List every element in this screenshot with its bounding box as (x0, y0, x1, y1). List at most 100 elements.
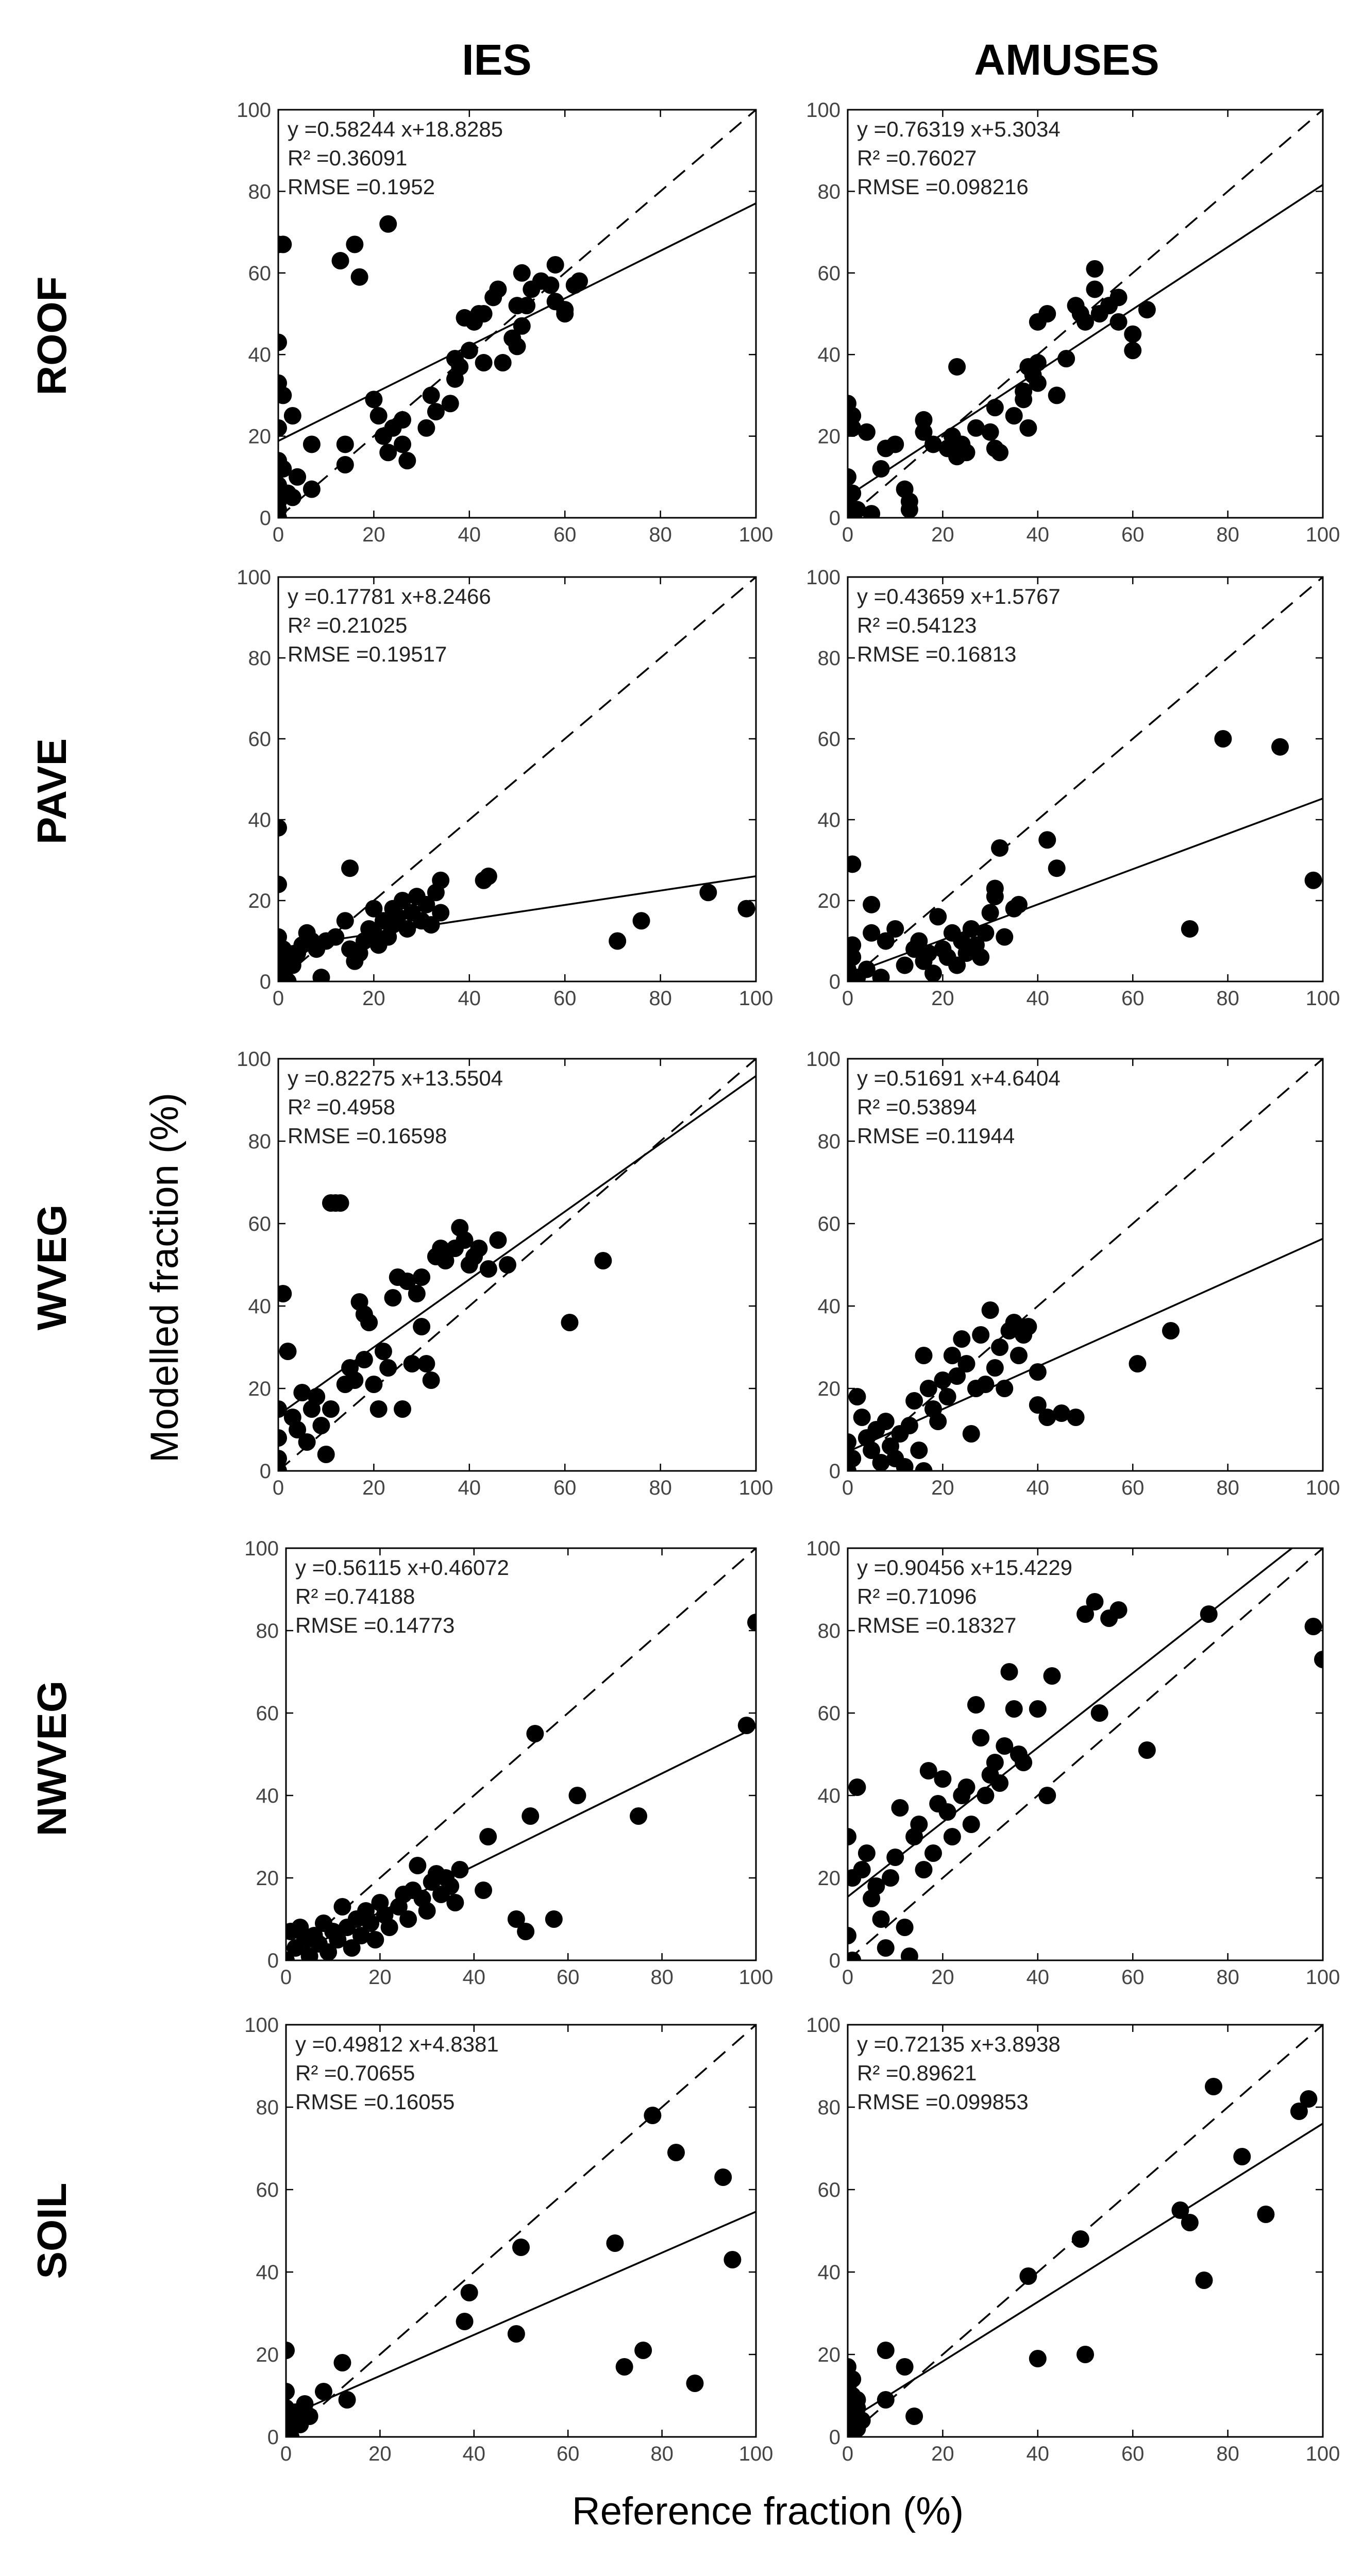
rmse-text-roof-ies: RMSE =0.1952 (288, 175, 435, 199)
y-tick-label-wveg-amuses: 100 (806, 1048, 840, 1071)
data-point-nwveg-ies-0 (286, 1952, 295, 1960)
data-point-nwveg-amuses-18 (915, 1861, 933, 1878)
x-tick-label-pave-amuses: 0 (842, 987, 853, 1010)
y-tick-label-roof-amuses: 80 (818, 180, 841, 203)
data-point-pave-amuses-0 (848, 855, 862, 873)
x-tick-label-roof-amuses: 20 (931, 523, 954, 546)
x-tick-label-pave-ies: 80 (649, 987, 672, 1010)
x-tick-label-roof-ies: 60 (553, 523, 577, 546)
data-point-roof-ies-47 (494, 354, 512, 372)
data-point-nwveg-amuses-44 (1090, 1704, 1108, 1722)
data-point-pave-amuses-16 (919, 944, 937, 962)
y-tick-label-wveg-ies: 0 (260, 1460, 271, 1483)
data-point-roof-amuses-11 (863, 505, 881, 518)
y-tick-label-soil-ies: 100 (244, 2014, 279, 2037)
data-point-nwveg-amuses-4 (848, 1778, 866, 1796)
data-point-soil-amuses-24 (1204, 2078, 1222, 2095)
data-point-pave-ies-41 (432, 904, 450, 922)
data-point-pave-amuses-38 (1181, 920, 1199, 938)
data-point-roof-amuses-4 (848, 468, 856, 486)
common-y-axis-label: Modelled fraction (%) (143, 1093, 187, 1463)
data-point-soil-ies-23 (714, 2168, 732, 2186)
data-point-roof-ies-14 (289, 468, 307, 486)
data-point-roof-ies-52 (513, 264, 531, 282)
data-point-nwveg-ies-38 (479, 1828, 497, 1845)
data-point-soil-ies-22 (686, 2375, 704, 2392)
y-tick-label-roof-ies: 80 (248, 180, 272, 203)
data-point-roof-amuses-3 (848, 419, 862, 437)
panel-nwveg-ies: 0 20 40 60 80 100 0 20 40 60 80 100 y =0.56115 x+0.4… (244, 1537, 773, 1989)
data-point-roof-ies-24 (365, 391, 383, 409)
y-tick-label-soil-ies: 40 (256, 2261, 279, 2284)
data-point-nwveg-ies-37 (475, 1882, 493, 1899)
data-point-roof-ies-33 (422, 386, 440, 404)
x-tick-label-nwveg-amuses: 100 (1306, 1966, 1340, 1989)
y-tick-label-roof-ies: 60 (248, 262, 272, 285)
data-point-wveg-ies-38 (422, 1371, 440, 1389)
y-tick-label-wveg-ies: 100 (237, 1048, 271, 1071)
data-point-wveg-amuses-41 (1029, 1396, 1047, 1414)
data-point-nwveg-ies-40 (517, 1923, 535, 1940)
data-point-nwveg-ies-35 (446, 1894, 464, 1911)
data-point-nwveg-amuses-40 (1038, 1787, 1056, 1804)
data-point-roof-ies-62 (570, 272, 588, 290)
data-point-pave-amuses-31 (986, 888, 1004, 906)
data-point-soil-amuses-26 (1257, 2206, 1275, 2223)
data-point-roof-ies-12 (278, 509, 287, 518)
data-point-wveg-amuses-24 (943, 1347, 961, 1364)
data-point-pave-amuses-36 (1038, 831, 1056, 849)
x-tick-label-pave-amuses: 60 (1121, 987, 1145, 1010)
data-point-nwveg-ies-46 (737, 1717, 755, 1734)
data-point-soil-amuses-16 (905, 2408, 923, 2425)
plot-area-wveg-ies (278, 1059, 756, 1471)
data-point-roof-amuses-9 (848, 509, 856, 518)
data-point-roof-amuses-19 (915, 423, 933, 441)
x-tick-label-pave-amuses: 40 (1027, 987, 1050, 1010)
x-tick-label-wveg-amuses: 0 (842, 1477, 853, 1499)
equation-text-roof-ies: y =0.58244 x+18.8285 (288, 117, 503, 141)
x-tick-label-pave-ies: 0 (273, 987, 284, 1010)
1to1-line-nwveg-ies (286, 1548, 756, 1960)
data-point-roof-amuses-55 (1138, 301, 1156, 319)
data-point-soil-ies-24 (724, 2251, 742, 2268)
data-point-roof-ies-30 (394, 411, 412, 429)
y-tick-label-nwveg-ies: 100 (244, 1537, 279, 1560)
data-point-roof-ies-38 (451, 358, 469, 376)
x-tick-label-wveg-amuses: 60 (1121, 1477, 1145, 1499)
data-point-nwveg-amuses-26 (957, 1778, 976, 1796)
fit-line-nwveg-amuses (848, 1548, 1293, 1897)
y-tick-label-pave-ies: 40 (248, 809, 272, 832)
data-point-wveg-amuses-35 (996, 1380, 1014, 1397)
y-tick-label-pave-amuses: 40 (818, 809, 841, 832)
x-tick-label-soil-ies: 0 (280, 2443, 292, 2465)
data-point-nwveg-amuses-43 (1086, 1593, 1104, 1611)
data-point-pave-amuses-7 (863, 895, 881, 913)
r2-text-wveg-amuses: R² =0.53894 (857, 1095, 977, 1119)
data-point-pave-amuses-6 (857, 960, 876, 978)
data-point-wveg-amuses-34 (991, 1338, 1009, 1356)
data-point-wveg-amuses-43 (1052, 1404, 1070, 1422)
data-point-wveg-amuses-21 (929, 1413, 947, 1430)
data-point-nwveg-amuses-13 (891, 1799, 909, 1817)
data-point-wveg-ies-36 (413, 1318, 431, 1335)
data-point-wveg-ies-24 (360, 1314, 378, 1331)
y-tick-label-pave-amuses: 80 (818, 647, 841, 670)
equation-text-wveg-ies: y =0.82275 x+13.5504 (288, 1066, 503, 1090)
data-point-wveg-amuses-15 (905, 1392, 923, 1410)
data-point-roof-ies-60 (556, 305, 574, 323)
rmse-text-soil-amuses: RMSE =0.099853 (857, 2090, 1029, 2114)
data-point-pave-amuses-14 (910, 932, 928, 950)
data-point-nwveg-amuses-17 (910, 1816, 928, 1833)
r2-text-wveg-ies: R² =0.4958 (288, 1095, 395, 1119)
plot-area-soil-amuses (848, 2025, 1323, 2437)
y-tick-label-soil-ies: 0 (267, 2426, 279, 2449)
data-point-soil-amuses-25 (1233, 2148, 1251, 2165)
data-point-wveg-ies-51 (561, 1314, 579, 1331)
data-point-pave-ies-0 (278, 819, 287, 837)
data-point-pave-ies-32 (389, 908, 407, 926)
panel-wveg-amuses: 0 20 40 60 80 100 0 20 40 60 80 100 y =0.51691 x+4.6… (806, 1048, 1340, 1499)
1to1-line-pave-ies (278, 577, 756, 981)
data-point-nwveg-ies-25 (399, 1910, 417, 1928)
data-point-soil-amuses-13 (877, 2342, 895, 2359)
